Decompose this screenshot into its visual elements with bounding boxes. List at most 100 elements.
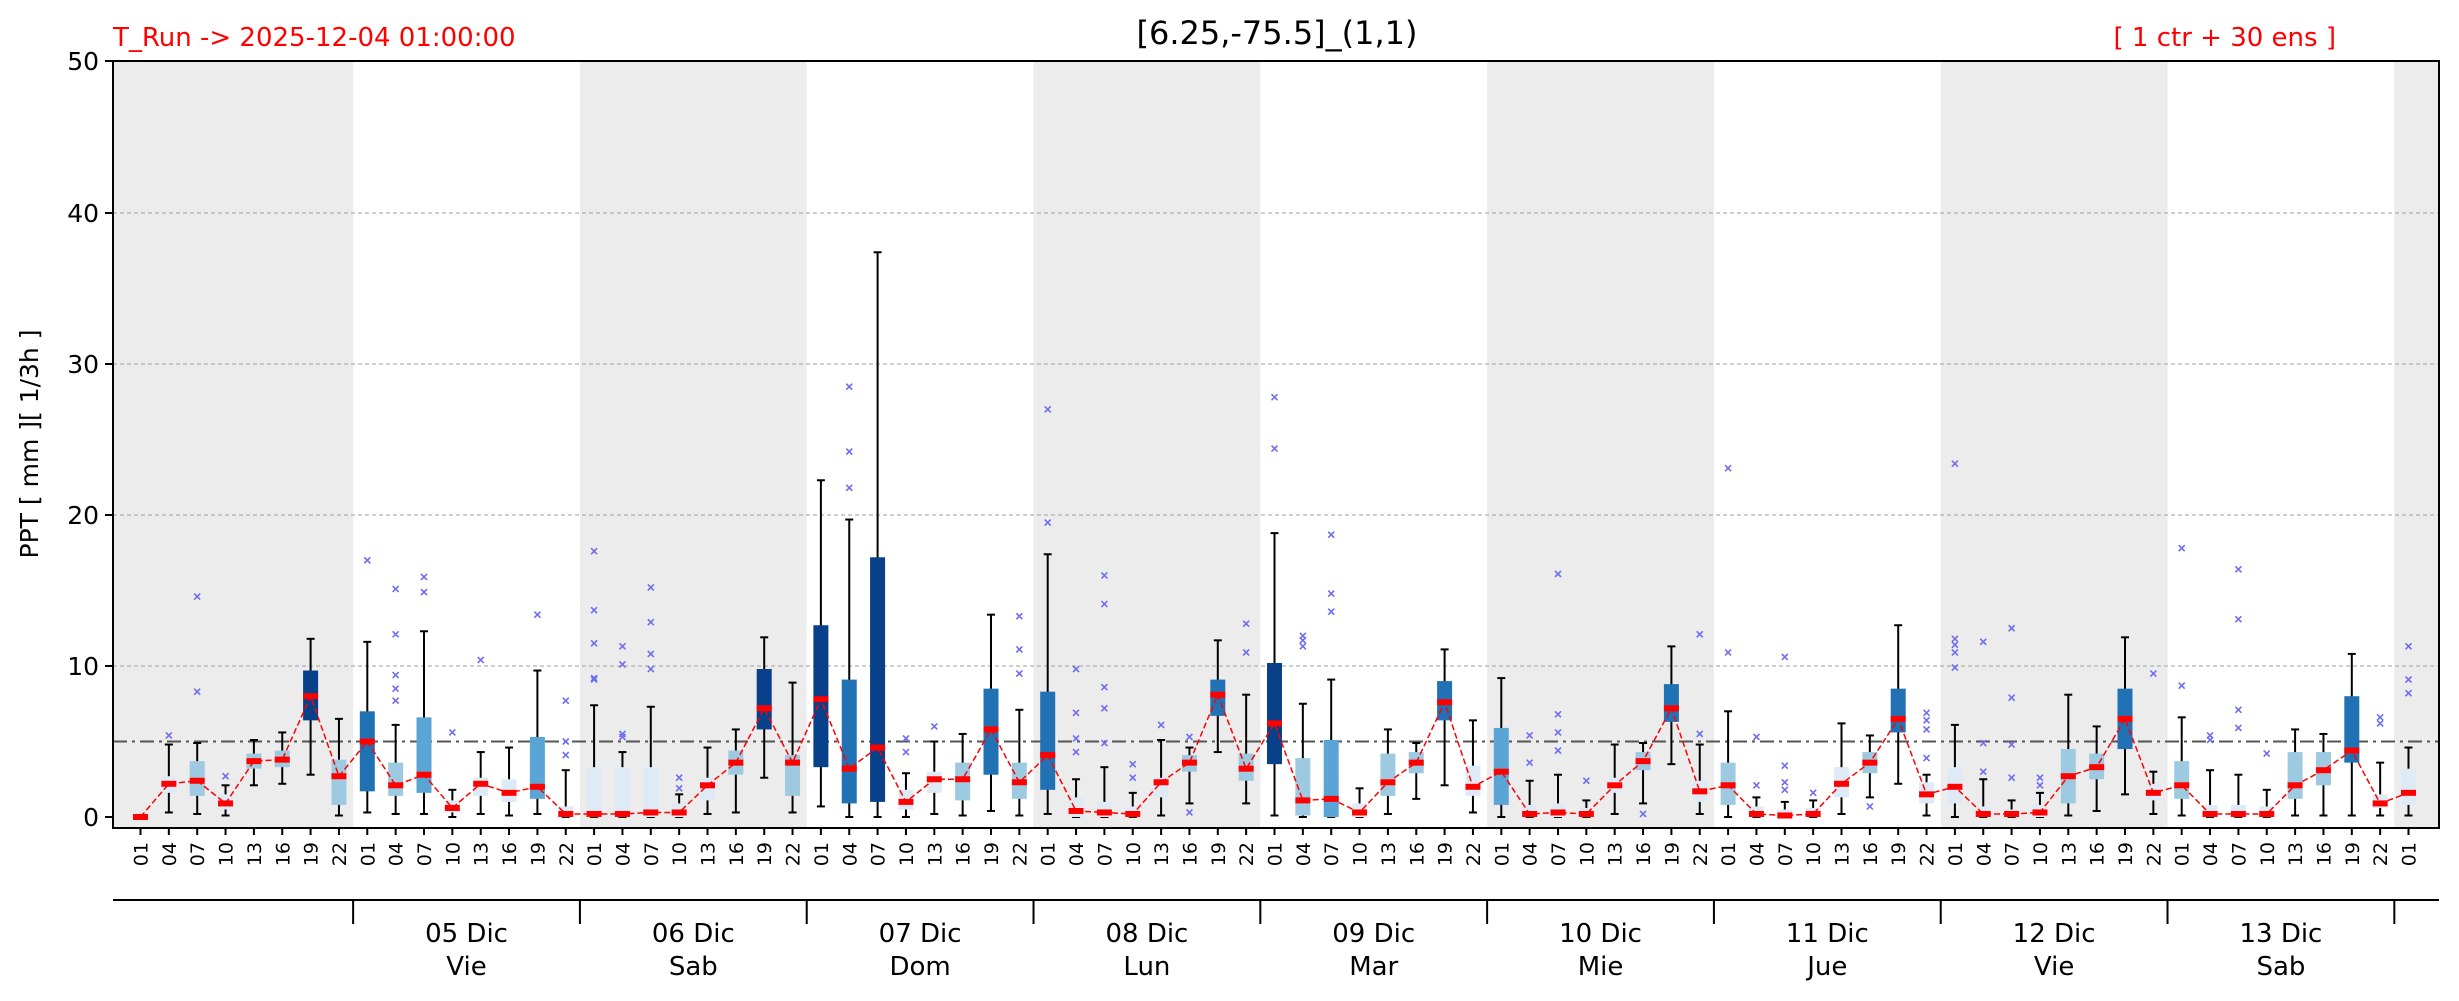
median-marker: [416, 771, 432, 778]
outlier-marker: [1724, 648, 1732, 656]
day-weekday-label: Vie: [2034, 952, 2074, 982]
outlier-marker: [2234, 615, 2242, 623]
outlier-marker: [1072, 665, 1080, 673]
outlier-marker: [1072, 748, 1080, 756]
outlier-marker: [2008, 774, 2016, 782]
x-tick-label: 19: [527, 842, 549, 866]
x-tick-label: 04: [612, 842, 634, 866]
median-marker: [2315, 767, 2331, 774]
median-marker: [2145, 789, 2161, 796]
outlier-marker: [1922, 725, 1931, 733]
median-marker: [1437, 699, 1453, 706]
x-tick-label: 13: [1151, 842, 1173, 866]
day-date-label: 12 Dic: [2013, 919, 2096, 949]
outlier-marker: [1185, 733, 1194, 741]
outlier-marker: [1327, 531, 1335, 539]
median-marker: [1720, 782, 1736, 789]
median-marker: [1692, 788, 1708, 795]
median-marker: [643, 809, 659, 816]
outlier-marker: [1554, 570, 1562, 578]
outlier-marker: [2008, 740, 2016, 749]
outlier-marker: [2008, 694, 2016, 702]
outlier-marker: [1696, 630, 1704, 638]
x-tick-label: 13: [924, 842, 946, 866]
outlier-markers: [165, 383, 2413, 818]
box: [813, 625, 829, 768]
chart-title: [6.25,-75.5]_(1,1): [1136, 14, 1417, 52]
outlier-marker: [1100, 739, 1108, 747]
median-marker: [1238, 765, 1254, 772]
median-marker: [926, 776, 942, 783]
box: [643, 767, 659, 817]
box: [700, 777, 715, 801]
median-marker: [671, 809, 687, 816]
median-marker: [841, 765, 857, 772]
x-tick-label: 07: [1548, 842, 1570, 866]
outlier-marker: [392, 685, 400, 693]
box: [1663, 684, 1679, 722]
plot-frame: [112, 60, 2440, 829]
y-tick-label: 20: [67, 501, 99, 530]
median-marker: [1550, 809, 1566, 816]
median-marker: [1805, 810, 1821, 817]
median-marker: [1777, 812, 1793, 819]
x-tick-label: 16: [1860, 842, 1882, 866]
day-weekday-label: Sab: [669, 952, 718, 982]
day-date-label: 10 Dic: [1559, 919, 1642, 949]
y-tick-label: 0: [83, 803, 99, 832]
outlier-marker: [647, 583, 655, 592]
x-tick-label: 13: [2285, 842, 2307, 866]
outlier-marker: [1270, 393, 1279, 401]
x-tick-label: 04: [1520, 842, 1542, 866]
x-tick-label: 04: [1066, 842, 1088, 866]
outlier-marker: [675, 774, 683, 782]
outlier-marker: [1979, 638, 1987, 646]
median-marker: [756, 705, 772, 712]
outlier-marker: [392, 585, 400, 593]
median-marker: [444, 804, 460, 811]
day-shade-band: [579, 61, 807, 828]
day-shade-band: [2394, 61, 2439, 828]
outlier-marker: [902, 748, 910, 756]
outlier-marker: [1639, 810, 1647, 818]
outlier-marker: [930, 722, 938, 730]
outlier-marker: [562, 737, 570, 746]
median-marker: [1380, 779, 1396, 786]
y-tick-label: 30: [67, 350, 99, 379]
x-tick-label: 19: [1435, 842, 1457, 866]
x-tick-label: 16: [953, 842, 975, 866]
outlier-marker: [193, 688, 201, 696]
x-tick-label: 01: [357, 842, 379, 866]
x-axis-hour-ticks: 01 04 07 10 13 16 19 22 01 04 07 10 13 16 19 22 01 04 07 10…: [131, 828, 2421, 866]
day-weekday-label: Mar: [1349, 952, 1398, 982]
outlier-marker: [2234, 565, 2242, 573]
day-date-label: 09 Dic: [1332, 919, 1415, 949]
x-tick-label: 01: [1265, 842, 1287, 866]
median-marker: [473, 780, 489, 787]
y-tick-label: 50: [67, 47, 99, 76]
outlier-marker: [1072, 734, 1080, 743]
median-marker: [898, 798, 914, 805]
x-tick-label: 19: [301, 842, 323, 866]
x-tick-label: 22: [1917, 842, 1939, 866]
outlier-marker: [1866, 802, 1874, 810]
outlier-marker: [1554, 728, 1562, 737]
day-date-label: 11 Dic: [1786, 919, 1869, 949]
median-marker: [2259, 810, 2275, 817]
median-marker: [1890, 715, 1906, 722]
median-marker: [1834, 780, 1849, 787]
x-tick-label: 19: [1661, 842, 1683, 866]
median-marker: [728, 759, 744, 766]
median-marker: [1267, 720, 1282, 727]
x-tick-label: 22: [1009, 842, 1031, 866]
median-marker: [2089, 764, 2105, 771]
outlier-marker: [845, 448, 853, 456]
outlier-marker: [1526, 759, 1534, 767]
x-tick-label: 10: [1350, 842, 1372, 866]
x-tick-label: 16: [2087, 842, 2109, 866]
median-marker: [1040, 752, 1056, 759]
outlier-marker: [193, 592, 201, 601]
x-tick-label: 01: [584, 842, 606, 866]
box: [870, 557, 886, 802]
